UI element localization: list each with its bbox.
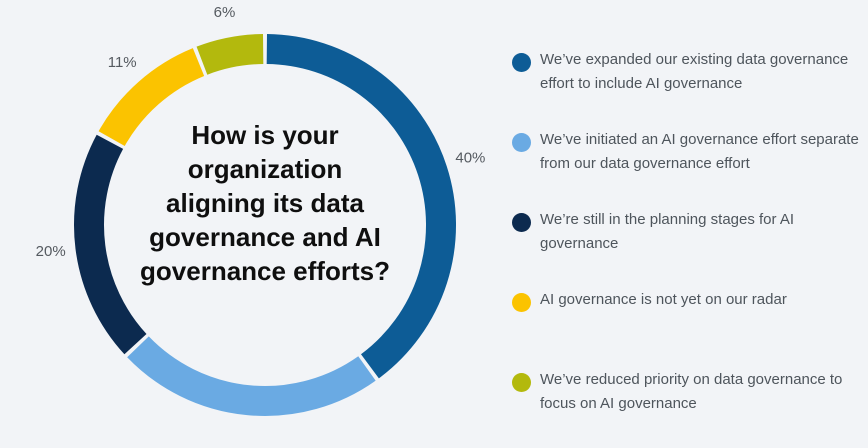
donut-segment — [98, 48, 205, 147]
legend-label: We’ve reduced priority on data governanc… — [540, 371, 843, 412]
legend-label: We’ve initiated an AI governance effort … — [540, 131, 859, 172]
donut-segment — [266, 34, 457, 379]
legend-item-initiated-separate: We’ve initiated an AI governance effort … — [512, 128, 862, 208]
legend-swatch — [512, 213, 531, 232]
legend-item-reduced-priority: We’ve reduced priority on data governanc… — [512, 368, 862, 448]
donut-segment — [127, 336, 376, 416]
donut-chart: 40% 23% 20% 11% 6% — [36, 4, 486, 433]
legend-label: AI governance is not yet on our radar — [540, 291, 787, 308]
legend-item-expanded-existing: We’ve expanded our existing data governa… — [512, 48, 862, 128]
data-label: 20% — [36, 243, 66, 260]
legend-label: We’re still in the planning stages for A… — [540, 211, 795, 252]
legend-swatch — [512, 53, 531, 72]
donut-segment — [196, 34, 264, 75]
chart-title: How is your organization aligning its da… — [140, 120, 390, 286]
donut-segment — [74, 134, 147, 355]
legend-item-planning-stages: We’re still in the planning stages for A… — [512, 208, 862, 288]
legend-swatch — [512, 373, 531, 392]
legend-swatch — [512, 133, 531, 152]
legend-swatch — [512, 293, 531, 312]
legend-label: We’ve expanded our existing data governa… — [540, 51, 849, 92]
data-label: 23% — [230, 431, 260, 433]
chart-legend: We’ve expanded our existing data governa… — [512, 48, 862, 448]
data-label: 11% — [108, 54, 137, 71]
data-label: 40% — [455, 149, 485, 166]
data-label: 6% — [214, 4, 236, 21]
legend-item-not-on-radar: AI governance is not yet on our radar — [512, 288, 862, 368]
